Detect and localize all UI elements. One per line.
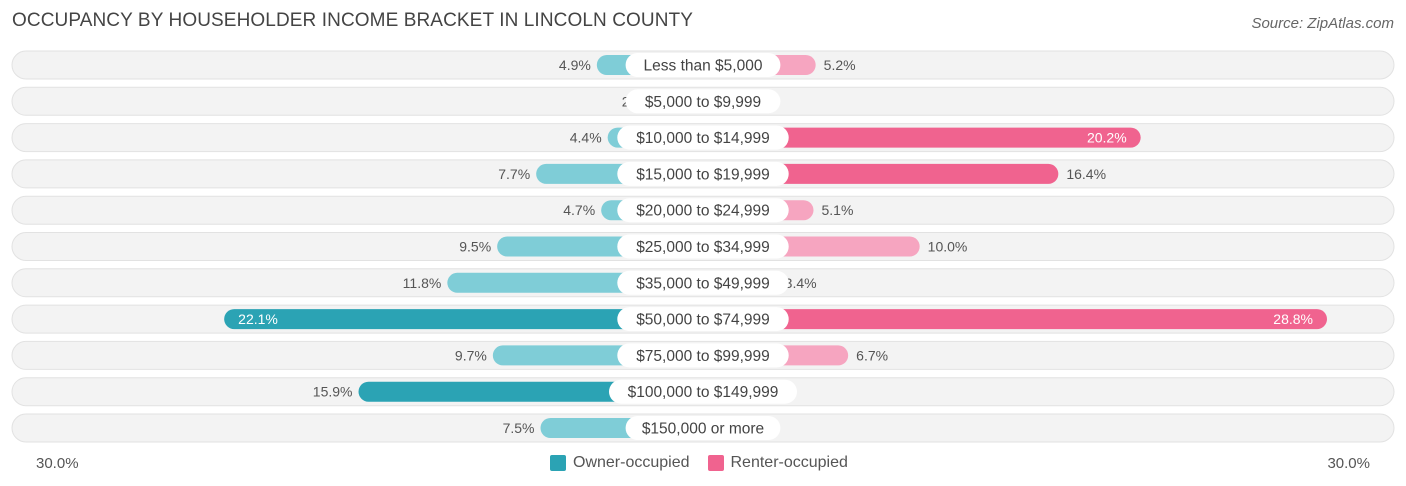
category-label: $100,000 to $149,999 — [628, 384, 779, 401]
legend-owner-label: Owner-occupied — [573, 454, 690, 471]
renter-value-label: 28.8% — [1273, 311, 1313, 327]
chart-title: OCCUPANCY BY HOUSEHOLDER INCOME BRACKET … — [12, 10, 694, 31]
legend-renter-label: Renter-occupied — [730, 454, 848, 471]
category-label: Less than $5,000 — [644, 58, 763, 75]
owner-value-label: 4.4% — [570, 130, 602, 146]
owner-value-label: 9.7% — [455, 347, 487, 363]
category-label: $75,000 to $99,999 — [636, 348, 770, 365]
renter-bar — [703, 163, 1059, 184]
owner-value-label: 9.5% — [459, 239, 491, 255]
renter-value-label: 20.2% — [1087, 130, 1127, 146]
owner-value-label: 4.9% — [559, 57, 591, 73]
chart-source: Source: ZipAtlas.com — [1251, 15, 1394, 32]
category-label: $10,000 to $14,999 — [636, 130, 770, 147]
legend: Owner-occupied Renter-occupied — [0, 452, 1406, 474]
owner-value-label: 7.7% — [498, 166, 530, 182]
category-label: $50,000 to $74,999 — [636, 312, 770, 329]
category-label: $150,000 or more — [642, 421, 764, 438]
renter-bar — [703, 309, 1327, 330]
renter-value-label: 3.4% — [785, 275, 817, 291]
axis-min-label: 30.0% — [36, 455, 79, 472]
renter-value-label: 6.7% — [856, 347, 888, 363]
legend-renter-occupied: Renter-occupied — [707, 454, 848, 472]
category-label: $5,000 to $9,999 — [645, 94, 761, 111]
category-label-pill — [617, 161, 789, 186]
category-label: $25,000 to $34,999 — [636, 239, 770, 256]
category-label: $15,000 to $19,999 — [636, 166, 770, 183]
legend-owner-swatch — [550, 455, 566, 471]
category-label-pill — [617, 234, 789, 259]
owner-bar — [224, 309, 703, 330]
owner-value-label: 11.8% — [403, 275, 442, 291]
owner-value-label: 4.7% — [563, 202, 595, 218]
category-label-pill — [617, 125, 789, 150]
category-label: $35,000 to $49,999 — [636, 275, 770, 292]
category-label-pill — [617, 198, 789, 223]
legend-owner-occupied: Owner-occupied — [550, 454, 690, 472]
category-label-pill — [625, 89, 781, 114]
renter-value-label: 5.1% — [822, 202, 854, 218]
category-label-pill — [617, 270, 789, 295]
legend-renter-swatch — [707, 455, 724, 471]
category-label-pill — [617, 343, 789, 368]
renter-value-label: 5.2% — [824, 57, 856, 73]
category-label-pill — [625, 416, 781, 440]
owner-value-label: 7.5% — [503, 420, 535, 436]
category-label: $20,000 to $24,999 — [636, 203, 770, 220]
renter-value-label: 10.0% — [928, 239, 968, 255]
category-label-pill — [625, 53, 781, 77]
renter-bar — [703, 127, 1141, 148]
axis-max-label: 30.0% — [1327, 455, 1370, 472]
owner-value-label: 22.1% — [238, 311, 278, 327]
category-label-pill — [617, 307, 789, 332]
renter-value-label: 16.4% — [1066, 166, 1106, 182]
category-label-pill — [609, 379, 797, 404]
owner-value-label: 15.9% — [313, 384, 353, 400]
